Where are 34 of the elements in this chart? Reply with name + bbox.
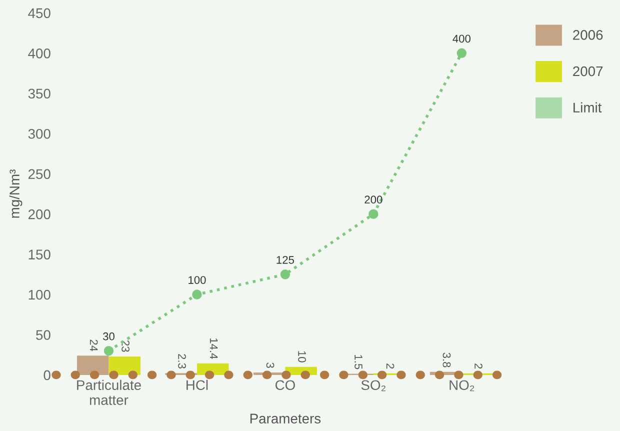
x-tick-label: Particulate matter (77, 380, 141, 405)
y-tick-label: 0 (44, 370, 50, 380)
x-tick-label: HCl (186, 380, 208, 390)
data-label: 100 (188, 276, 206, 284)
data-label: 200 (364, 196, 382, 204)
y-tick-label: 100 (28, 290, 50, 300)
data-label: 2 (474, 364, 482, 369)
data-label: 24 (90, 340, 98, 352)
x-tick-label: CO (275, 380, 295, 390)
y-tick-label: 250 (28, 169, 50, 180)
data-label: 1.5 (354, 355, 362, 370)
data-label: 3.8 (442, 352, 451, 368)
data-label: 400 (452, 34, 470, 43)
x-tick-label: NO₂ (450, 380, 474, 392)
y-tick-label: 400 (28, 48, 50, 58)
x-axis-title: Parameters (250, 414, 321, 424)
y-tick-label: 350 (28, 88, 50, 99)
y-tick-label: 150 (28, 250, 50, 260)
data-label: 10 (298, 351, 306, 362)
y-tick-label: 200 (28, 209, 50, 220)
y-tick-label: 450 (28, 8, 50, 18)
legend-label: Limit (574, 102, 602, 112)
y-tick-label: 50 (36, 330, 50, 340)
data-label: 2.3 (178, 354, 186, 368)
data-label: 14.4 (210, 338, 218, 359)
y-axis-title: mg/Nm³ (9, 170, 22, 218)
data-label: 2 (386, 364, 394, 369)
data-label: 125 (276, 256, 294, 264)
y-tick-label: 300 (28, 128, 50, 139)
x-tick-label: SO₂ (361, 380, 386, 392)
data-label: 30 (102, 332, 114, 340)
legend-label: 2006 (573, 30, 603, 40)
data-label: 3 (266, 362, 274, 368)
legend-label: 2007 (573, 66, 603, 76)
